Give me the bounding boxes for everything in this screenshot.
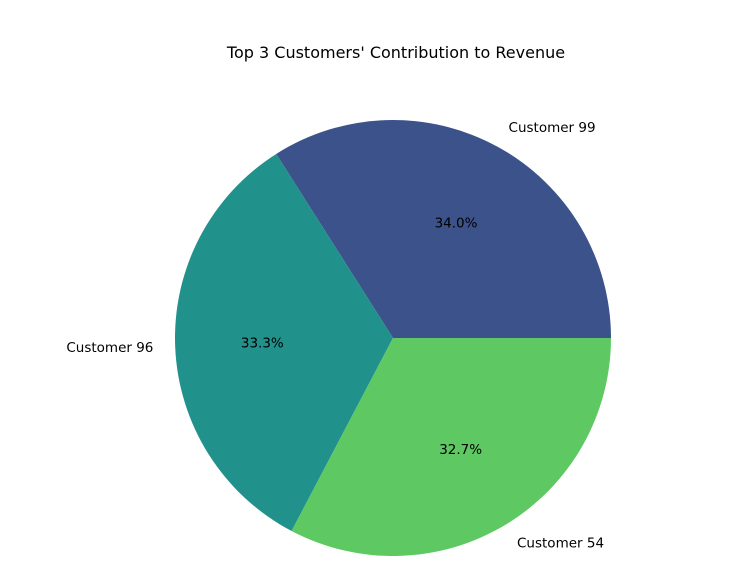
pie-slice-customer-54	[291, 338, 611, 556]
chart-title: Top 3 Customers' Contribution to Revenue	[226, 43, 565, 62]
slice-percent-label: 33.3%	[241, 335, 284, 351]
slice-percent-label: 34.0%	[435, 215, 478, 231]
slice-label: Customer 96	[66, 340, 153, 356]
pie-slice-customer-99	[276, 120, 611, 339]
slice-percent-label: 32.7%	[439, 442, 482, 458]
slice-label: Customer 99	[509, 120, 596, 136]
pie-slices	[175, 120, 611, 556]
pie-slice-customer-96	[175, 153, 393, 531]
pie-labels: Customer 99 34.0% Customer 96 33.3% Customer…	[66, 120, 604, 551]
slice-label: Customer 54	[517, 535, 604, 551]
